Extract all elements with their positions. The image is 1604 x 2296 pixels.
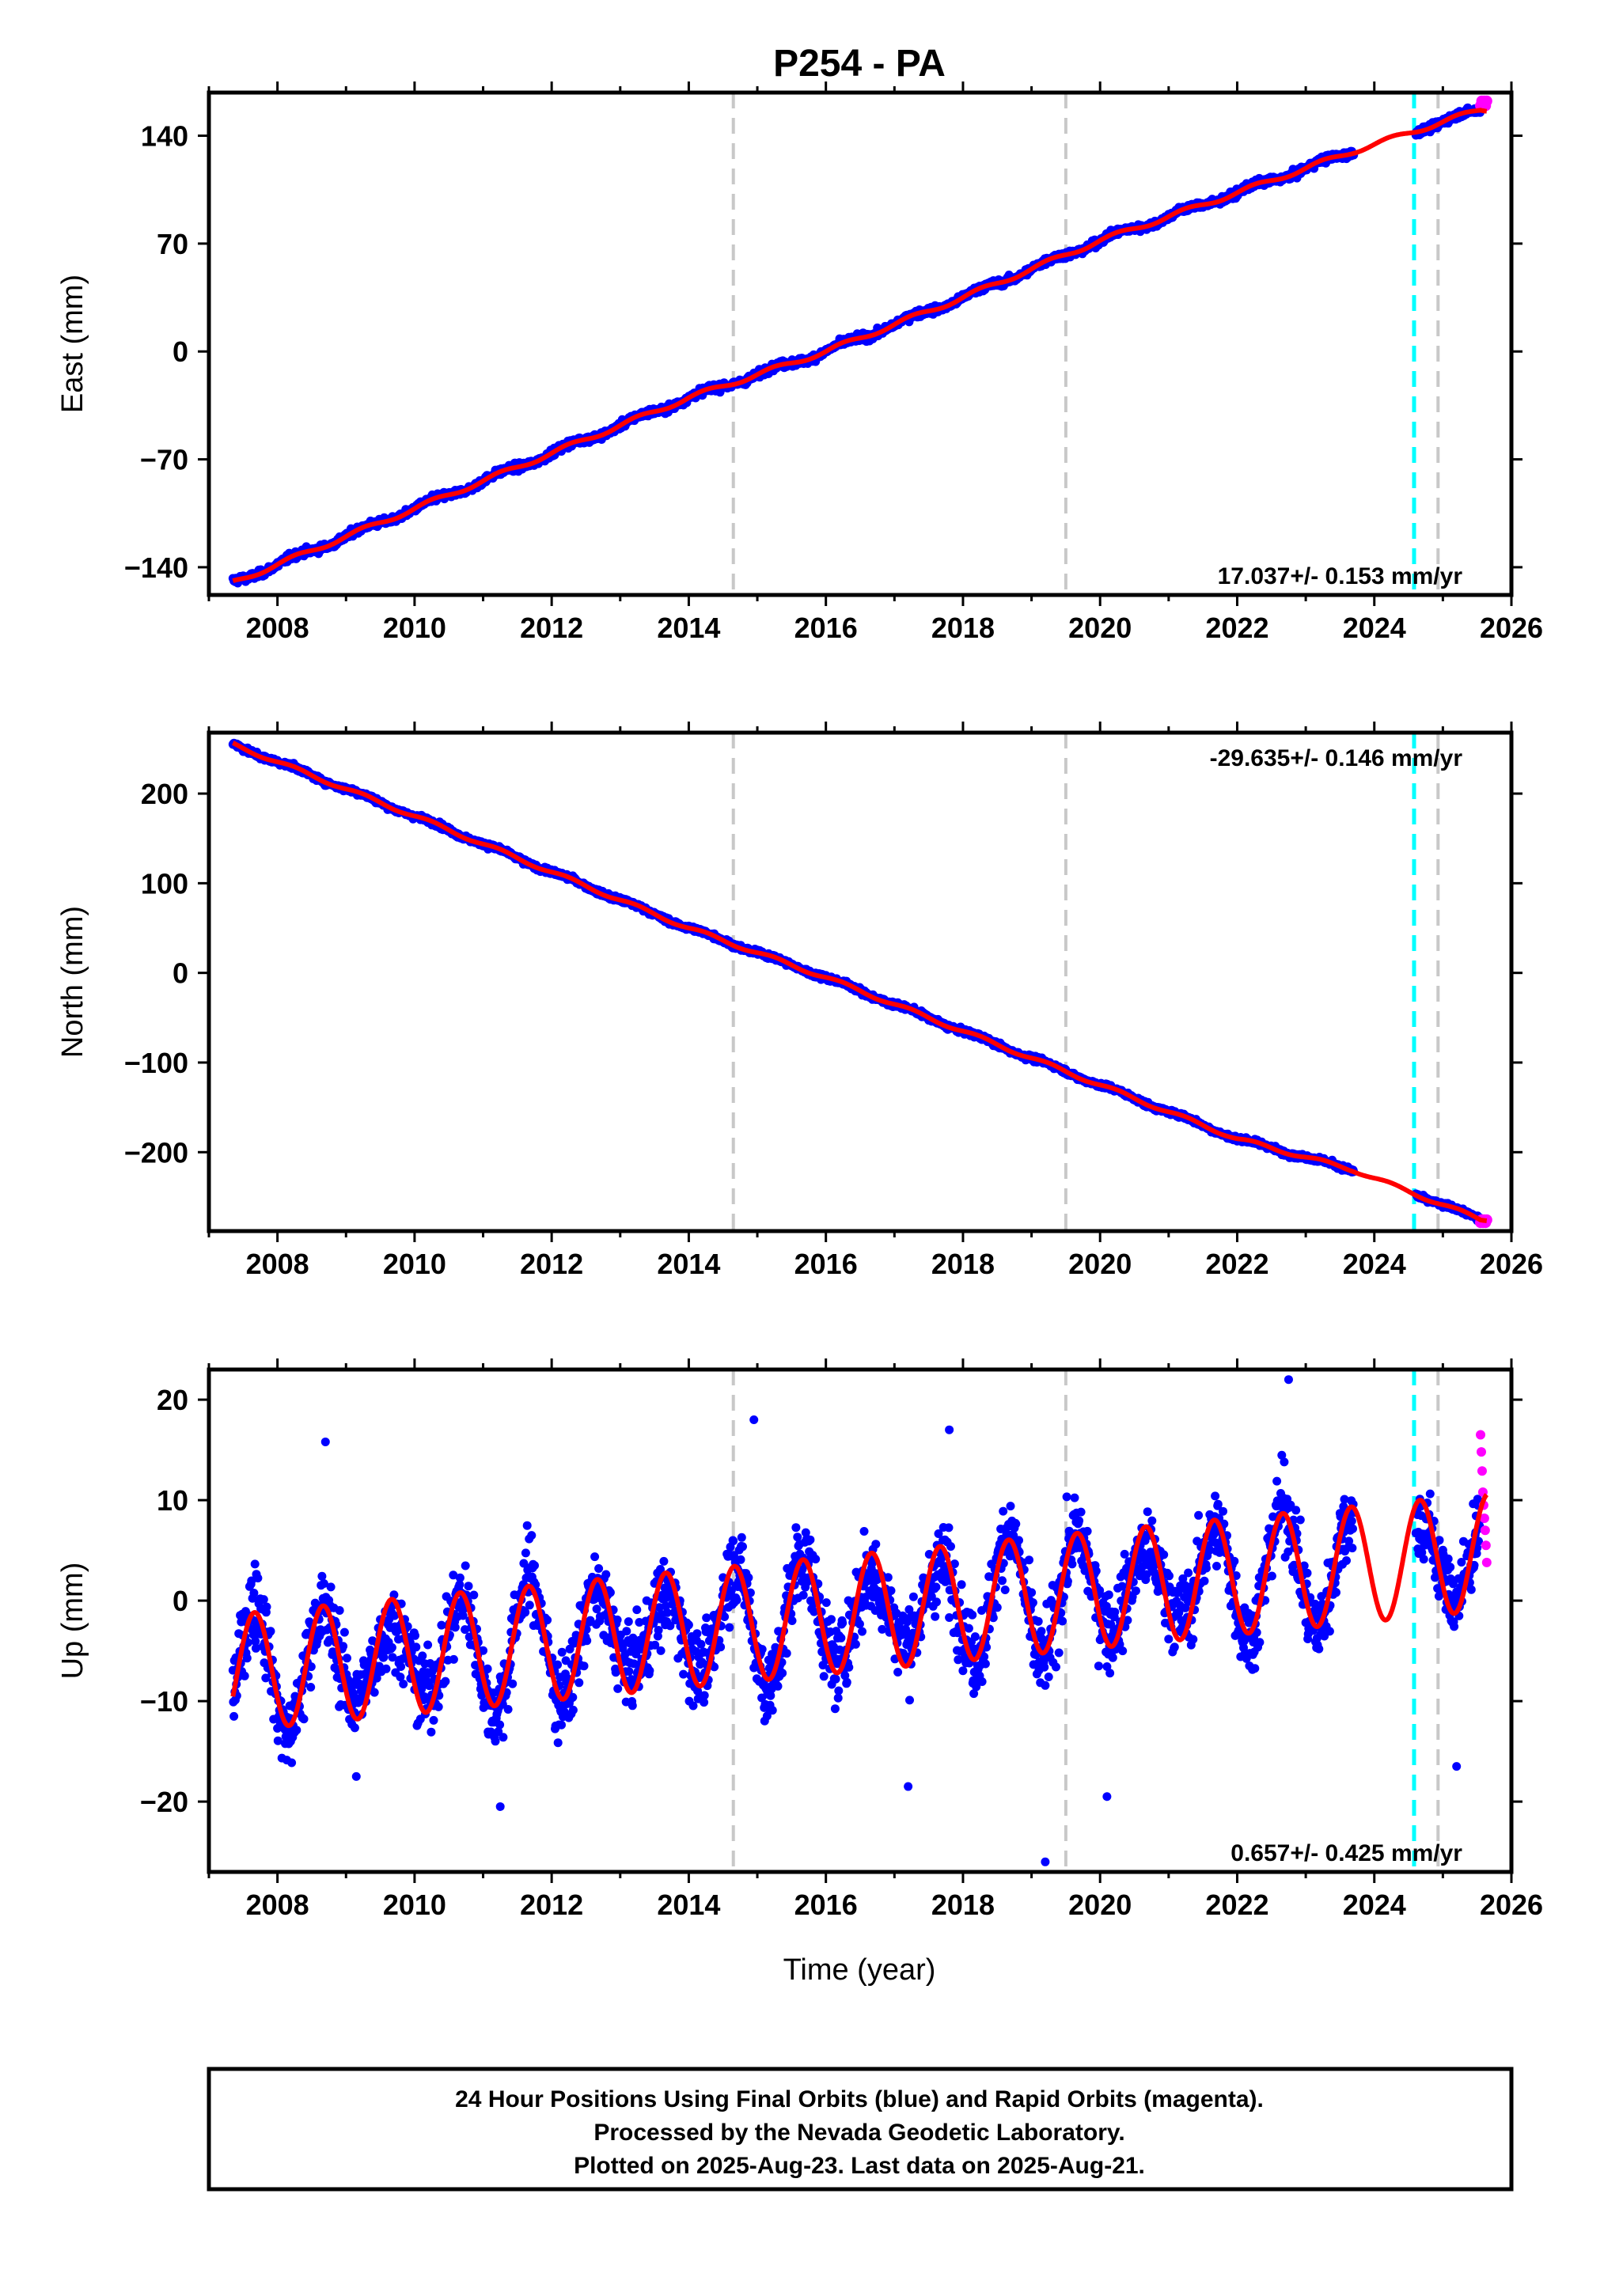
north-x-tick-label-2014: 2014 bbox=[657, 1248, 720, 1280]
north-x-tick-label-2024: 2024 bbox=[1343, 1248, 1406, 1280]
east-final-orbit-points bbox=[228, 103, 1485, 588]
north-x-tick-label-2018: 2018 bbox=[931, 1248, 995, 1280]
north-y-tick-label-0: 200 bbox=[141, 778, 188, 810]
north-x-tick-label-2020: 2020 bbox=[1068, 1248, 1132, 1280]
east-y-tick-label-1: 70 bbox=[157, 228, 188, 260]
east-x-tick-label-2014: 2014 bbox=[657, 612, 720, 644]
east-y-axis-label: East (mm) bbox=[56, 275, 89, 413]
north-x-tick-label-2010: 2010 bbox=[383, 1248, 446, 1280]
east-panel: 2008 2010 2012 2014 2016 2018 2020 2022 2024 2026… bbox=[56, 81, 1543, 644]
north-x-tick-label-2008: 2008 bbox=[246, 1248, 309, 1280]
north-final-orbit-points bbox=[228, 738, 1485, 1226]
north-x-tick-label-2022: 2022 bbox=[1205, 1248, 1268, 1280]
east-x-tick-label-2020: 2020 bbox=[1068, 612, 1132, 644]
east-y-tick-label-3: −70 bbox=[140, 444, 188, 476]
north-x-tick-label-2016: 2016 bbox=[794, 1248, 858, 1280]
east-rate-label: 17.037+/- 0.153 mm/yr bbox=[1218, 563, 1463, 589]
east-x-tick-label-2008: 2008 bbox=[246, 612, 309, 644]
east-x-tick-label-2026: 2026 bbox=[1480, 612, 1543, 644]
east-x-tick-label-2018: 2018 bbox=[931, 612, 995, 644]
north-panel: 2008 2010 2012 2014 2016 2018 2020 2022 2024 2026… bbox=[56, 722, 1543, 1280]
east-rapid-point-6 bbox=[1481, 95, 1492, 107]
east-x-tick-label-2024: 2024 bbox=[1343, 612, 1406, 644]
east-x-tick-label-2016: 2016 bbox=[794, 612, 858, 644]
north-x-tick-label-2012: 2012 bbox=[520, 1248, 583, 1280]
east-x-tick-label-2022: 2022 bbox=[1205, 612, 1268, 644]
north-x-tick-label-2026: 2026 bbox=[1480, 1248, 1543, 1280]
east-y-tick-label-4: −140 bbox=[124, 551, 188, 584]
east-x-tick-label-2012: 2012 bbox=[520, 612, 583, 644]
east-y-tick-label-0: 140 bbox=[141, 120, 188, 153]
east-y-tick-label-2: 0 bbox=[173, 335, 188, 368]
chart-title: P254 - PA bbox=[773, 43, 946, 85]
east-x-tick-label-2010: 2010 bbox=[383, 612, 446, 644]
